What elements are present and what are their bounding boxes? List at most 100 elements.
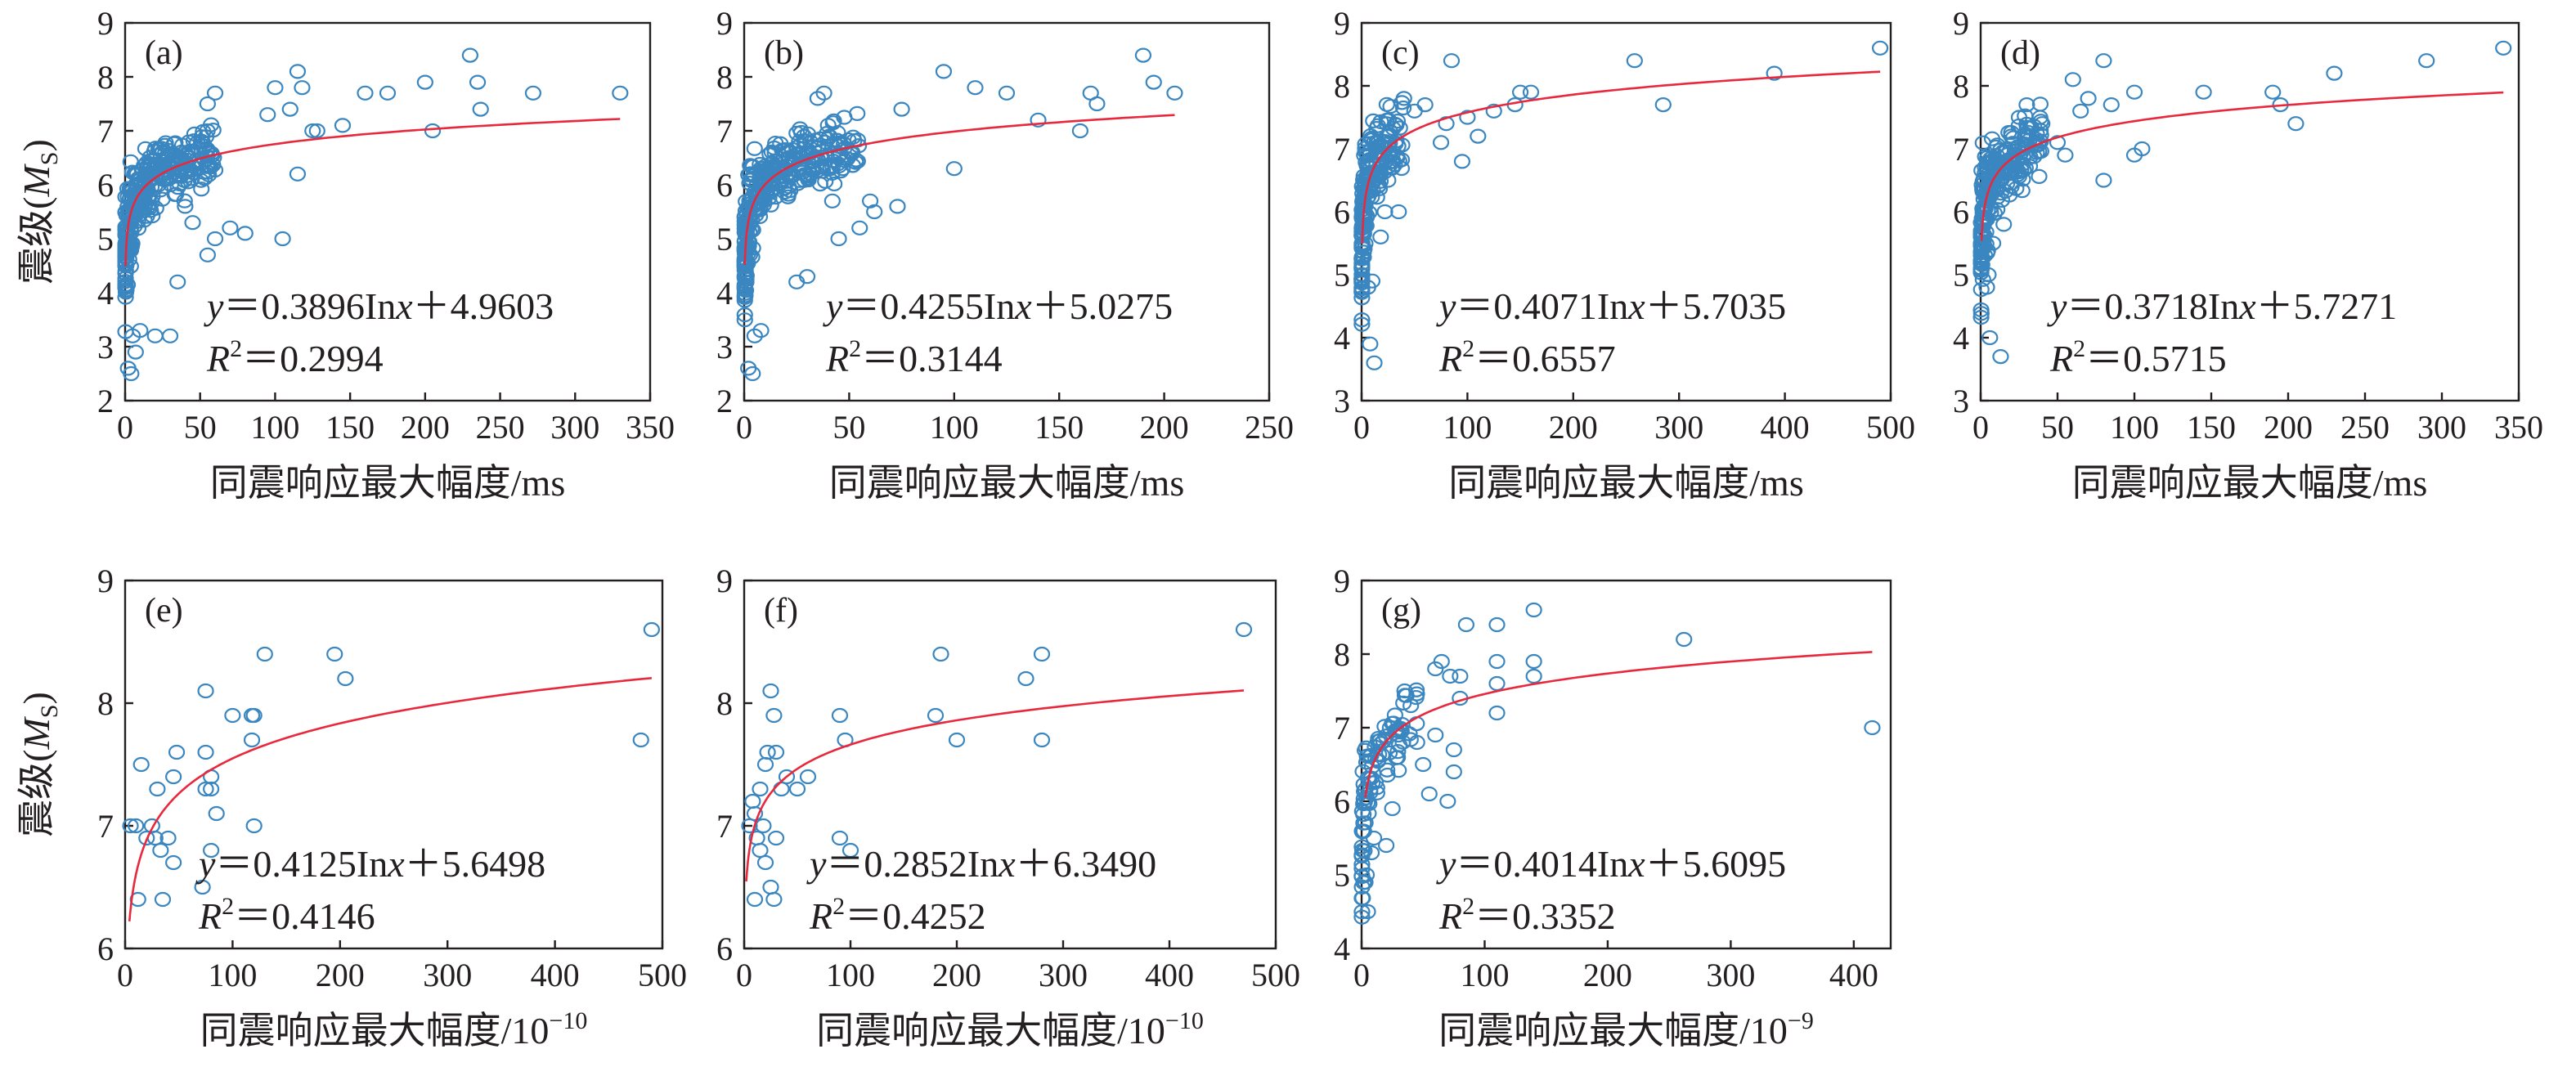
data-point xyxy=(184,215,201,231)
data-point xyxy=(1525,653,1542,670)
data-point xyxy=(1376,133,1394,150)
data-point xyxy=(139,167,156,182)
data-point xyxy=(161,328,179,343)
data-point xyxy=(267,80,284,96)
data-point xyxy=(764,181,781,196)
data-point xyxy=(1420,786,1438,802)
data-point xyxy=(159,830,177,846)
data-point xyxy=(1033,646,1051,662)
panel-label: (b) xyxy=(764,34,804,72)
data-point xyxy=(224,707,241,724)
data-point xyxy=(752,842,769,859)
data-point xyxy=(1166,85,1183,101)
x-tick-label: 50 xyxy=(184,409,217,446)
data-point xyxy=(935,64,953,79)
data-point xyxy=(1357,137,1374,152)
data-point xyxy=(2264,84,2282,100)
data-point xyxy=(1368,785,1385,800)
y-tick-label: 5 xyxy=(1953,257,1969,294)
x-tick-label: 100 xyxy=(208,957,257,993)
data-point xyxy=(128,818,145,834)
data-point xyxy=(1979,183,1996,199)
x-axis-label: 同震响应最大幅度/10−10 xyxy=(200,1007,588,1051)
data-point xyxy=(289,64,307,79)
data-point xyxy=(165,769,182,785)
x-tick-label: 0 xyxy=(736,957,752,993)
data-point xyxy=(830,231,847,247)
y-tick-label: 3 xyxy=(716,329,733,365)
data-point xyxy=(945,161,963,177)
data-point xyxy=(1071,123,1088,139)
x-tick-label: 200 xyxy=(1583,957,1632,993)
data-point xyxy=(135,177,152,193)
data-points xyxy=(122,621,660,908)
data-point xyxy=(2018,97,2035,113)
y-tick-label: 9 xyxy=(97,563,114,599)
data-point xyxy=(782,168,799,184)
y-tick-label: 7 xyxy=(1953,131,1969,168)
data-point xyxy=(132,187,149,203)
y-tick-label: 9 xyxy=(716,563,733,599)
data-point xyxy=(1353,861,1371,877)
data-point xyxy=(774,142,791,158)
y-axis-label-row-2: 震级(MS) xyxy=(16,692,63,837)
x-tick-label: 0 xyxy=(1353,409,1370,446)
data-point xyxy=(1995,217,2013,232)
plot-frame xyxy=(123,21,652,402)
data-point xyxy=(893,101,910,117)
data-point xyxy=(948,732,966,748)
data-point xyxy=(1983,175,2001,191)
data-point xyxy=(767,830,785,846)
x-tick-label: 500 xyxy=(638,957,687,993)
data-point xyxy=(180,134,197,150)
data-point xyxy=(198,144,216,159)
data-point xyxy=(1379,762,1396,778)
data-point xyxy=(326,646,343,662)
data-point xyxy=(1377,837,1395,854)
data-point xyxy=(765,891,783,908)
x-tick-label: 250 xyxy=(2340,409,2390,446)
data-point xyxy=(1386,707,1403,723)
data-point xyxy=(138,208,155,224)
data-point xyxy=(824,159,841,174)
data-point xyxy=(469,74,487,90)
data-point xyxy=(1416,97,1434,113)
fit-equation: y＝0.3896Inx＋4.9603 xyxy=(204,285,554,327)
scatter-panel-b: 0 50 100 150 200 250 2 3 4 5 6 7 8 9 同震响应最大幅度/ms (b) y＝0… xyxy=(716,5,1294,504)
panel-label: (c) xyxy=(1381,34,1420,72)
data-point xyxy=(357,85,374,101)
data-point xyxy=(756,854,774,871)
data-point xyxy=(2326,65,2343,81)
x-tick-label: 500 xyxy=(1251,957,1300,993)
panel-label: (a) xyxy=(145,34,183,72)
data-point xyxy=(1525,602,1542,618)
data-point xyxy=(788,274,806,289)
data-point xyxy=(841,842,859,859)
data-point xyxy=(825,113,842,128)
data-point xyxy=(117,285,135,300)
y-tick-label: 7 xyxy=(1334,710,1350,746)
data-point xyxy=(736,307,753,323)
data-point xyxy=(736,312,753,328)
data-point xyxy=(2195,84,2212,100)
data-point xyxy=(1488,675,1506,692)
data-point xyxy=(2418,53,2435,69)
data-point xyxy=(778,769,796,785)
data-point xyxy=(1470,128,1487,144)
data-point xyxy=(2080,91,2097,106)
x-tick-label: 200 xyxy=(316,957,365,993)
data-point xyxy=(1353,909,1371,925)
y-tick-label: 9 xyxy=(1334,5,1350,42)
y-tick-label: 8 xyxy=(97,59,114,96)
data-point xyxy=(127,344,144,360)
data-point xyxy=(821,129,838,145)
data-point xyxy=(122,818,139,834)
data-point xyxy=(281,101,298,117)
data-point xyxy=(2125,84,2143,100)
data-point xyxy=(2287,116,2304,132)
scatter-panel-f: 0 100 200 300 400 500 6 7 8 9 同震响应最大幅度/10−10 (f) y＝0… xyxy=(716,563,1300,1051)
data-point xyxy=(206,231,224,247)
data-point xyxy=(811,177,828,192)
data-point xyxy=(866,204,883,220)
x-tick-label: 350 xyxy=(2494,409,2543,446)
